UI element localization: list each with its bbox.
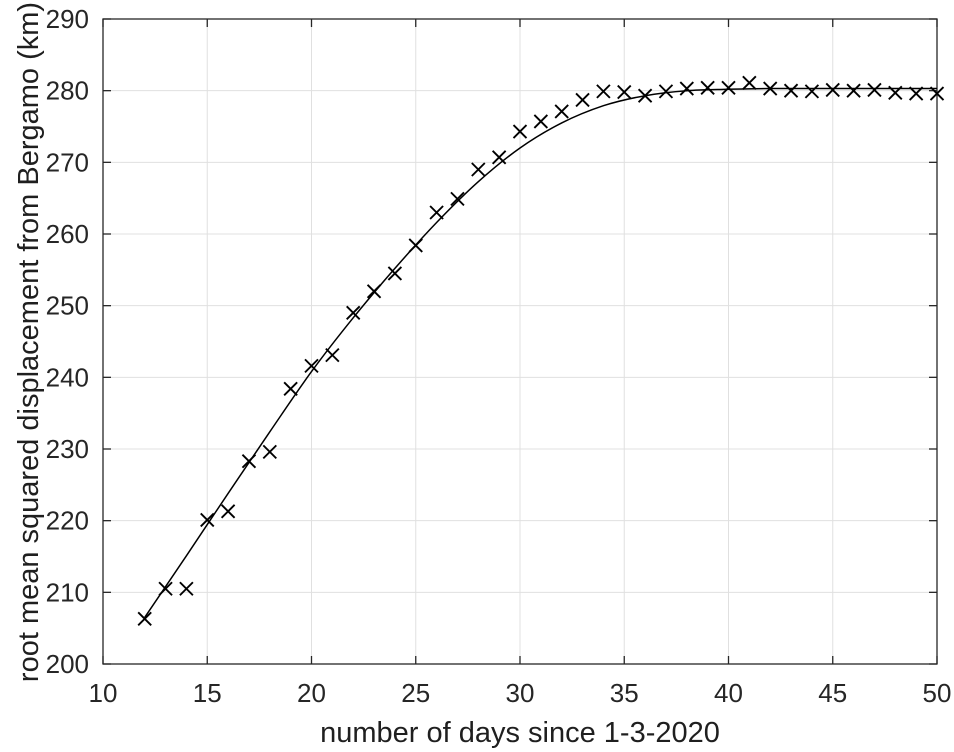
x-tick-label: 45 bbox=[818, 678, 847, 708]
x-tick-label: 10 bbox=[89, 678, 118, 708]
y-tick-label: 290 bbox=[46, 4, 89, 34]
data-point-marker bbox=[429, 205, 444, 220]
data-point-marker bbox=[867, 82, 882, 98]
data-point-marker bbox=[366, 284, 382, 299]
data-points bbox=[137, 75, 945, 627]
y-tick-label: 250 bbox=[46, 291, 89, 321]
fit-line bbox=[144, 87, 937, 618]
data-point-marker bbox=[763, 81, 778, 96]
fit-curve-path bbox=[144, 87, 937, 618]
data-point-marker bbox=[471, 162, 486, 177]
data-point-marker bbox=[158, 581, 173, 596]
data-point-marker bbox=[888, 85, 903, 100]
data-point-marker bbox=[658, 84, 674, 99]
y-tick-label: 270 bbox=[46, 147, 89, 177]
x-tick-label: 25 bbox=[401, 678, 430, 708]
data-point-marker bbox=[200, 512, 215, 528]
data-point-marker bbox=[596, 84, 611, 99]
x-tick-label: 35 bbox=[610, 678, 639, 708]
y-tick-label: 230 bbox=[46, 434, 89, 464]
x-tick-label: 20 bbox=[297, 678, 326, 708]
data-point-marker bbox=[491, 150, 507, 165]
data-point-marker bbox=[804, 84, 820, 99]
data-point-marker bbox=[637, 88, 653, 103]
data-point-marker bbox=[929, 86, 945, 101]
data-point-marker bbox=[617, 84, 632, 100]
data-point-marker bbox=[450, 191, 465, 207]
data-point-marker bbox=[825, 82, 840, 98]
x-tick-label: 50 bbox=[923, 678, 952, 708]
y-tick-label: 210 bbox=[46, 577, 89, 607]
y-tick-label: 200 bbox=[46, 649, 89, 679]
y-tick-label: 260 bbox=[46, 219, 89, 249]
x-tick-label: 40 bbox=[714, 678, 743, 708]
data-point-marker bbox=[783, 83, 799, 98]
data-point-marker bbox=[908, 86, 924, 101]
y-tick-label: 220 bbox=[46, 506, 89, 536]
x-tick-label: 30 bbox=[506, 678, 535, 708]
data-point-marker bbox=[283, 381, 298, 396]
data-point-marker bbox=[554, 104, 569, 119]
axis-ticks bbox=[102, 18, 938, 665]
data-point-marker bbox=[679, 81, 694, 96]
y-tick-label: 280 bbox=[46, 76, 89, 106]
data-point-marker bbox=[700, 80, 715, 95]
data-point-marker bbox=[387, 266, 403, 281]
data-point-marker bbox=[220, 504, 236, 519]
grid-lines bbox=[103, 19, 937, 664]
x-axis-label: number of days since 1-3-2020 bbox=[320, 717, 720, 749]
data-point-marker bbox=[846, 83, 861, 98]
data-point-marker bbox=[325, 347, 340, 363]
data-point-marker bbox=[512, 124, 528, 139]
data-point-marker bbox=[721, 80, 736, 95]
data-point-marker bbox=[742, 75, 757, 90]
data-point-marker bbox=[179, 581, 194, 596]
tick-labels: 10 15 20 25 30 35 40 45 50 200 210 220 230 240 250 260 2… bbox=[46, 4, 952, 708]
data-point-marker bbox=[137, 611, 152, 627]
y-axis-label: root mean squared displacement from Berg… bbox=[13, 2, 45, 682]
data-point-marker bbox=[408, 238, 423, 253]
data-point-marker bbox=[304, 358, 319, 374]
x-tick-label: 15 bbox=[193, 678, 222, 708]
data-point-marker bbox=[262, 444, 277, 460]
y-tick-label: 240 bbox=[46, 362, 89, 392]
data-point-marker bbox=[241, 454, 257, 469]
data-point-marker bbox=[575, 92, 590, 108]
data-point-marker bbox=[346, 305, 361, 321]
data-point-marker bbox=[533, 114, 549, 129]
